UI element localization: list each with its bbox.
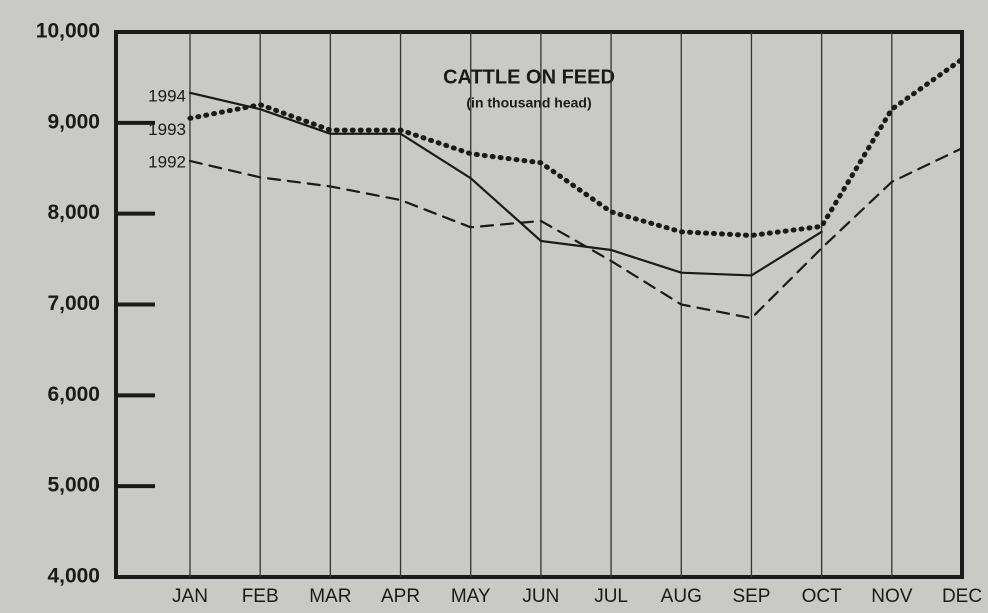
x-tick-label: APR xyxy=(381,586,420,607)
x-tick-label: OCT xyxy=(802,586,843,607)
y-tick-label: 6,000 xyxy=(47,383,100,406)
x-tick-label: JUL xyxy=(594,586,628,607)
x-tick-label: MAR xyxy=(309,586,351,607)
x-tick-label: JAN xyxy=(172,586,208,607)
series-label: 1993 xyxy=(148,120,186,139)
y-tick-label: 9,000 xyxy=(47,110,100,133)
x-tick-label: NOV xyxy=(871,586,913,607)
y-tick-label: 5,000 xyxy=(47,474,100,497)
y-tick-label: 4,000 xyxy=(47,565,100,588)
x-tick-label: FEB xyxy=(242,586,279,607)
x-tick-label: SEP xyxy=(732,586,770,607)
y-tick-label: 8,000 xyxy=(47,201,100,224)
y-tick-label: 7,000 xyxy=(47,292,100,315)
series-line xyxy=(188,147,964,320)
series-line xyxy=(188,91,823,277)
series-label: 1992 xyxy=(148,152,186,171)
chart-subtitle: (in thousand head) xyxy=(466,95,591,111)
x-tick-label: AUG xyxy=(661,586,702,607)
series-label: 1994 xyxy=(148,86,186,105)
y-tick-label: 10,000 xyxy=(36,20,100,43)
chart-title: CATTLE ON FEED xyxy=(443,66,615,88)
x-tick-label: MAY xyxy=(451,586,491,607)
x-tick-label: DEC xyxy=(942,586,982,607)
x-tick-label: JUN xyxy=(522,586,559,607)
series-line xyxy=(187,56,965,238)
